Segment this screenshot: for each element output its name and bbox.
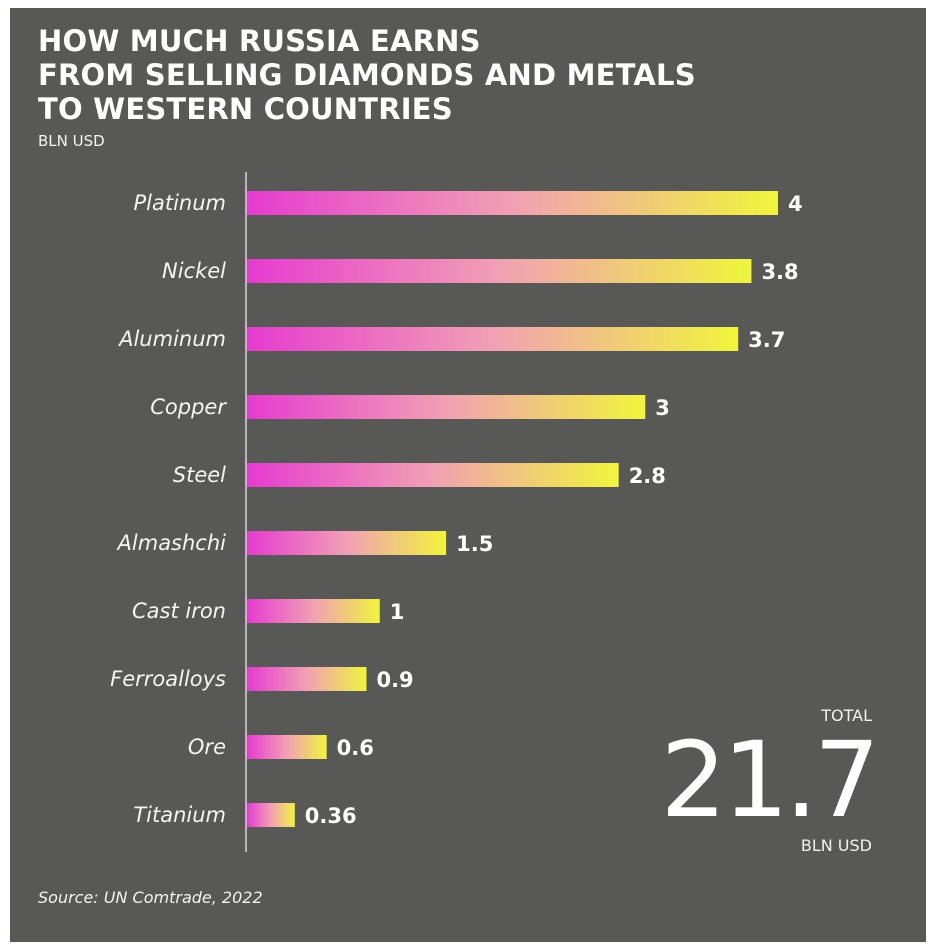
bar-aluminum	[247, 327, 739, 351]
bars-group: Platinum 4 Nickel 3.8 Aluminum 3.7 Copper 3 Stee…	[110, 191, 803, 828]
category-label-ore: Ore	[188, 735, 226, 759]
category-label-aluminum: Aluminum	[117, 327, 226, 351]
bar-copper	[247, 395, 646, 419]
unit-label: BLN USD	[38, 132, 105, 150]
title-line-2: FROM SELLING DIAMONDS AND METALS	[38, 58, 696, 92]
category-label-steel: Steel	[173, 463, 226, 487]
total-label: TOTAL	[821, 706, 872, 725]
bar-chart: Platinum 4 Nickel 3.8 Aluminum 3.7 Copper 3 Stee…	[110, 172, 803, 852]
category-label-copper: Copper	[150, 395, 227, 419]
title-line-1: HOW MUCH RUSSIA EARNS	[38, 24, 481, 58]
bar-nickel	[247, 259, 752, 283]
chart-panel: HOW MUCH RUSSIA EARNS FROM SELLING DIAMO…	[10, 8, 926, 942]
value-label-titanium: 0.36	[305, 804, 357, 828]
source-note: Source: UN Comtrade, 2022	[38, 888, 263, 907]
value-label-platinum: 4	[788, 192, 803, 216]
category-label-almashchi: Almashchi	[116, 531, 227, 555]
category-label-nickel: Nickel	[162, 259, 226, 283]
category-label-platinum: Platinum	[133, 191, 226, 215]
value-label-almashchi: 1.5	[456, 532, 493, 556]
bar-cast-iron	[247, 599, 380, 623]
bar-platinum	[247, 191, 778, 215]
value-label-ore: 0.6	[337, 736, 374, 760]
bar-steel	[247, 463, 619, 487]
chart-title: HOW MUCH RUSSIA EARNS FROM SELLING DIAMO…	[38, 24, 798, 126]
total-unit: BLN USD	[800, 836, 872, 855]
title-line-3: TO WESTERN COUNTRIES	[38, 92, 453, 126]
bar-almashchi	[247, 531, 447, 555]
category-label-cast-iron: Cast iron	[132, 599, 226, 623]
value-label-copper: 3	[655, 396, 670, 420]
category-label-titanium: Titanium	[133, 803, 226, 827]
value-label-ferroalloys: 0.9	[376, 668, 413, 692]
bar-ore	[247, 735, 327, 759]
value-label-nickel: 3.8	[761, 260, 798, 284]
value-label-steel: 2.8	[629, 464, 666, 488]
category-label-ferroalloys: Ferroalloys	[110, 667, 226, 691]
value-label-aluminum: 3.7	[748, 328, 785, 352]
total-value: 21.7	[660, 719, 880, 841]
value-label-cast-iron: 1	[390, 600, 405, 624]
bar-titanium	[247, 803, 295, 827]
bar-ferroalloys	[247, 667, 367, 691]
